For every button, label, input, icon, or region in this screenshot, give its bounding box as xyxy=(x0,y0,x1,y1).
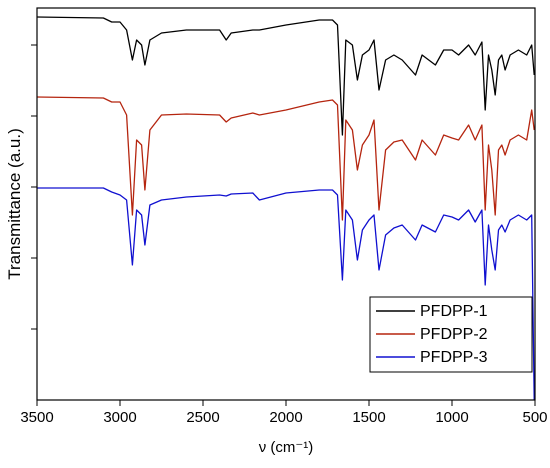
x-tick-label: 2500 xyxy=(186,409,219,426)
x-tick-label: 500 xyxy=(522,409,547,426)
x-tick-label: 1500 xyxy=(352,409,385,426)
legend-label: PFDPP-3 xyxy=(420,349,488,366)
series-line xyxy=(37,187,535,401)
x-tick-label: 3500 xyxy=(20,409,53,426)
legend-label: PFDPP-1 xyxy=(420,303,488,320)
x-tick-label: 3000 xyxy=(103,409,136,426)
legend-label: PFDPP-2 xyxy=(420,326,488,343)
series-line xyxy=(36,16,535,136)
x-tick-label: 2000 xyxy=(269,409,302,426)
x-axis-label: ν (cm⁻¹) xyxy=(259,439,314,456)
x-tick-label: 1000 xyxy=(435,409,468,426)
series-line xyxy=(36,96,535,221)
y-axis-label: Transmittance (a.u.) xyxy=(5,128,24,279)
